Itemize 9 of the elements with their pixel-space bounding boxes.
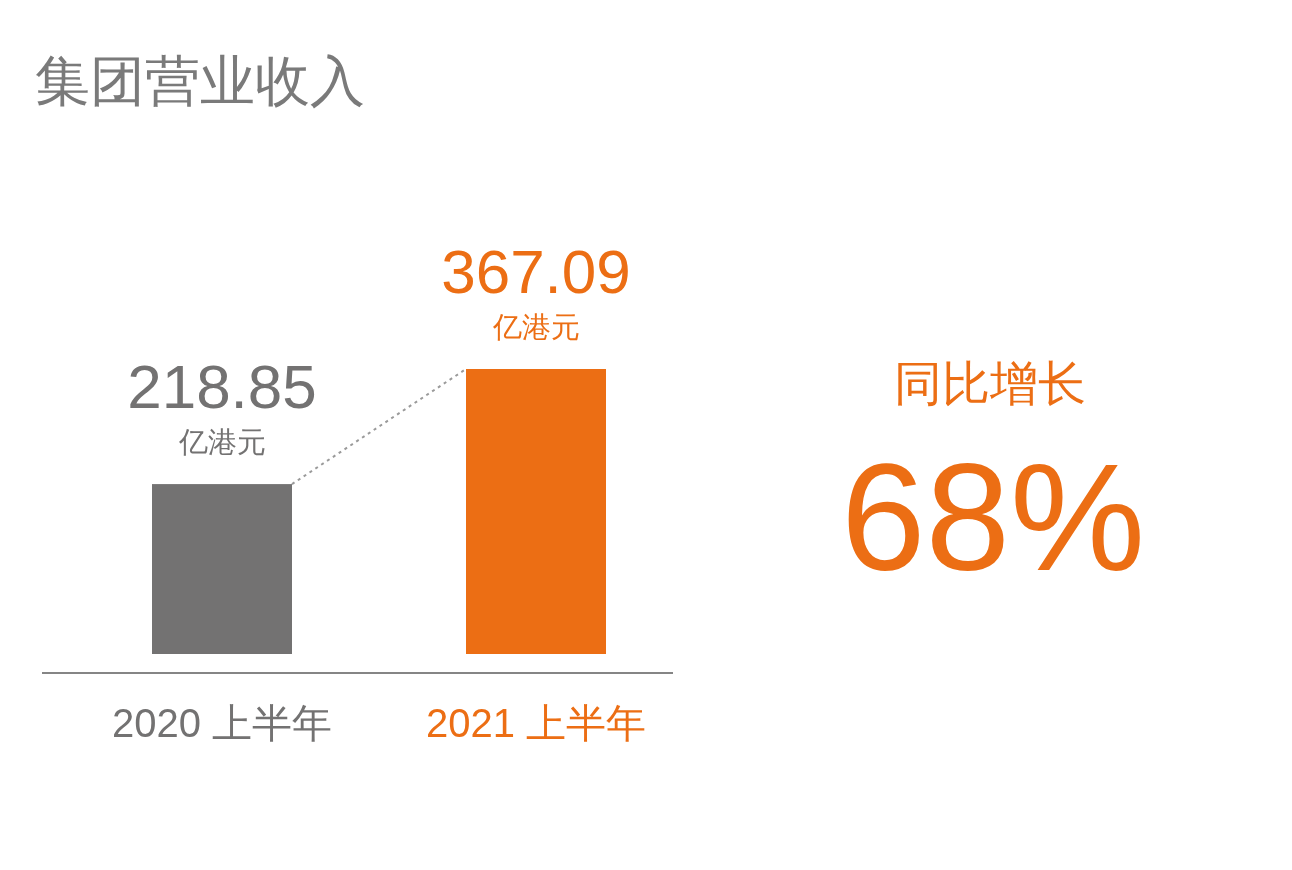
x-tick-label: 2021 上半年	[425, 701, 647, 745]
annotation: 亿港元	[178, 426, 266, 459]
annotation: 同比增长	[894, 357, 1086, 410]
data-label: 367.09	[441, 237, 631, 306]
annotation: 亿港元	[492, 311, 580, 343]
x-tick-label: 2020 上半年	[111, 701, 333, 745]
annotation: 68%	[840, 432, 1146, 602]
title: 集团营业收入	[35, 50, 365, 112]
data-label: 218.85	[127, 352, 317, 422]
